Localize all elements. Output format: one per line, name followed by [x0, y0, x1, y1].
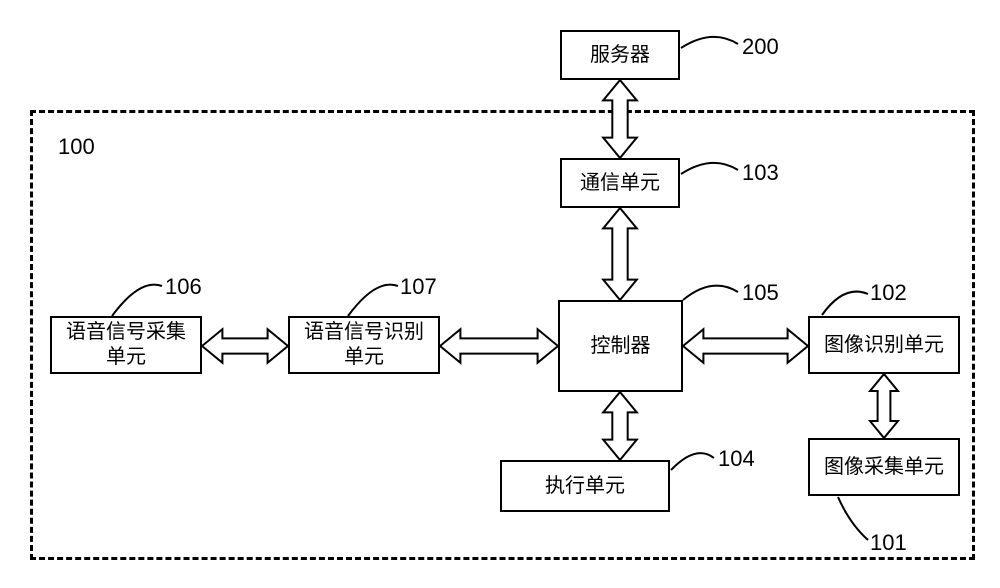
node-voice_rec: 语音信号识别 单元: [288, 316, 440, 374]
ref-server: 200: [742, 34, 779, 60]
node-img_cap: 图像采集单元: [808, 438, 960, 496]
node-label: 图像采集单元: [824, 455, 944, 480]
leader-server: [677, 24, 742, 52]
arrow-server-comm: [596, 80, 644, 158]
arrow-controller-exec: [596, 392, 644, 460]
node-label: 执行单元: [545, 474, 625, 499]
node-controller: 控制器: [558, 300, 683, 392]
leader-controller: [679, 272, 742, 304]
arrow-voice_cap-voice_rec: [202, 322, 288, 370]
node-label: 通信单元: [580, 171, 660, 196]
ref-exec: 104: [718, 446, 755, 472]
arrow-img_rec-img_cap: [864, 374, 904, 438]
node-voice_cap: 语音信号采集 单元: [50, 316, 202, 374]
ref-img_rec: 102: [870, 280, 907, 306]
ref-voice_cap: 106: [165, 274, 202, 300]
leader-voice_rec: [344, 274, 402, 320]
arrow-comm-controller: [596, 208, 644, 300]
ref-voice_rec: 107: [400, 274, 437, 300]
leader-img_cap: [834, 493, 872, 544]
ref-img_cap: 101: [870, 530, 907, 556]
ref-comm: 103: [742, 160, 779, 186]
node-server: 服务器: [560, 30, 680, 80]
leader-voice_cap: [108, 274, 166, 320]
arrow-voice_rec-controller: [440, 322, 558, 370]
leader-img_rec: [818, 280, 872, 319]
leader-exec: [667, 440, 718, 474]
arrow-controller-img_rec: [683, 322, 808, 370]
node-img_rec: 图像识别单元: [808, 316, 960, 374]
node-exec: 执行单元: [500, 460, 670, 512]
node-label: 控制器: [591, 334, 651, 359]
node-comm: 通信单元: [560, 158, 680, 208]
system-boundary-label: 100: [58, 134, 95, 160]
node-label: 服务器: [590, 43, 650, 68]
node-label: 图像识别单元: [824, 333, 944, 358]
ref-controller: 105: [742, 280, 779, 306]
diagram-canvas: 100 服务器 200 通信单元 103 控制器 105 图像识别单元 102 图像采集单元 101…: [0, 0, 1000, 588]
node-label: 语音信号识别 单元: [304, 320, 424, 370]
node-label: 语音信号采集 单元: [66, 320, 186, 370]
leader-comm: [677, 150, 742, 178]
